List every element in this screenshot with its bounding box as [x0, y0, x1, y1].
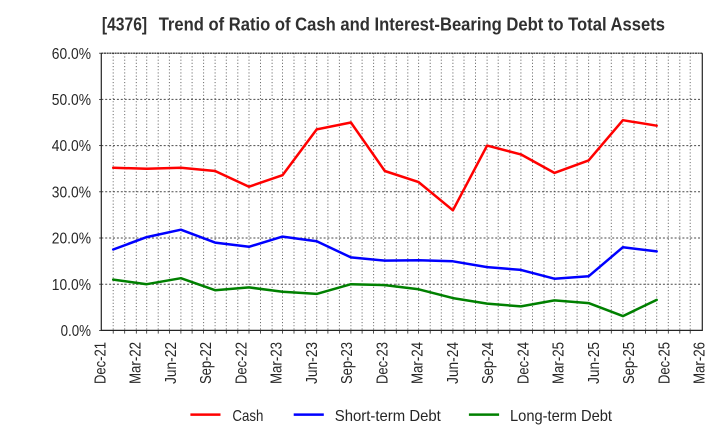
svg-text:40.0%: 40.0% — [52, 138, 91, 155]
svg-text:0.0%: 0.0% — [61, 323, 91, 340]
svg-text:30.0%: 30.0% — [52, 184, 91, 201]
svg-text:[4376]: [4376] — [102, 15, 147, 35]
svg-text:50.0%: 50.0% — [52, 92, 91, 109]
svg-text:Mar-22: Mar-22 — [128, 342, 145, 384]
svg-text:Trend of Ratio of Cash and Int: Trend of Ratio of Cash and Interest-Bear… — [159, 15, 665, 35]
svg-text:Jun-22: Jun-22 — [163, 342, 180, 384]
svg-text:10.0%: 10.0% — [52, 277, 91, 294]
svg-text:Sep-22: Sep-22 — [198, 342, 215, 384]
svg-text:Jun-25: Jun-25 — [586, 342, 603, 384]
svg-text:60.0%: 60.0% — [52, 46, 91, 63]
svg-text:Long-term Debt: Long-term Debt — [510, 408, 613, 425]
svg-text:20.0%: 20.0% — [52, 231, 91, 248]
svg-text:Dec-23: Dec-23 — [374, 342, 391, 384]
svg-text:Dec-22: Dec-22 — [233, 342, 250, 384]
svg-text:Mar-23: Mar-23 — [269, 342, 286, 384]
svg-text:Cash: Cash — [232, 408, 263, 425]
svg-text:Sep-23: Sep-23 — [339, 342, 356, 384]
svg-text:Jun-24: Jun-24 — [445, 342, 462, 384]
svg-text:Dec-24: Dec-24 — [515, 342, 532, 384]
svg-text:Dec-25: Dec-25 — [656, 342, 673, 384]
svg-text:Sep-25: Sep-25 — [621, 342, 638, 384]
svg-text:Mar-24: Mar-24 — [410, 342, 427, 384]
svg-text:Mar-26: Mar-26 — [692, 342, 709, 384]
svg-text:Mar-25: Mar-25 — [551, 342, 568, 384]
svg-text:Jun-23: Jun-23 — [304, 342, 321, 384]
svg-text:Sep-24: Sep-24 — [480, 342, 497, 384]
svg-text:Short-term Debt: Short-term Debt — [335, 408, 442, 425]
svg-text:Dec-21: Dec-21 — [92, 342, 109, 384]
